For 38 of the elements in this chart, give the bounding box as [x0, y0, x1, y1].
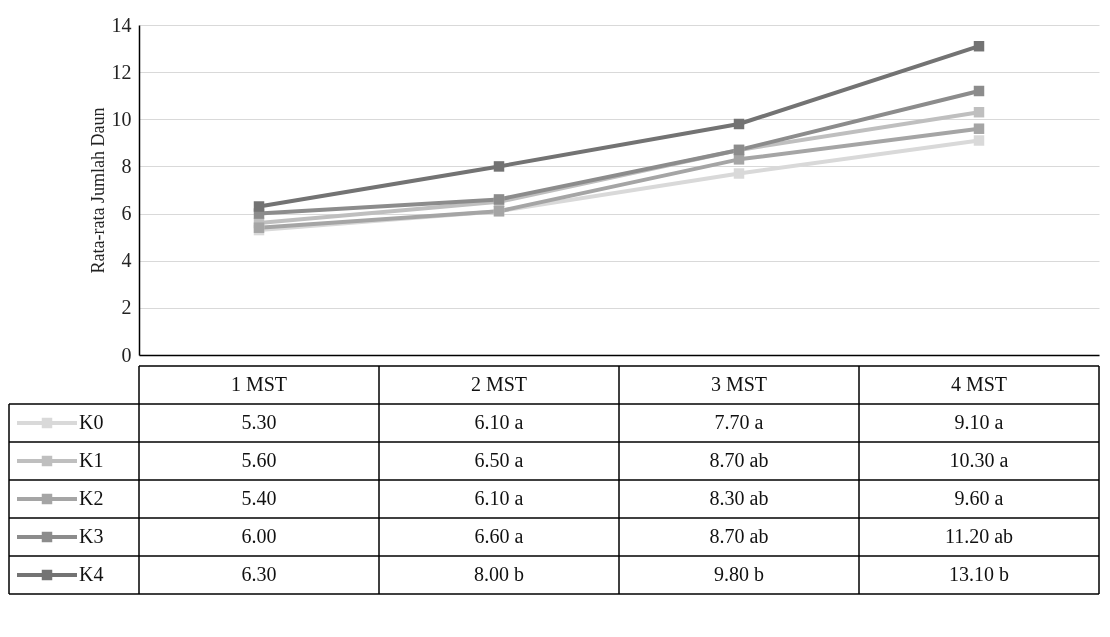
data-label: 7.70 a [714, 411, 764, 433]
data-label: 6.10 a [474, 411, 524, 433]
data-label: 5.40 [241, 487, 277, 509]
legend-label: K4 [79, 563, 104, 585]
y-axis-title: Rata-rata Jumlah Daun [87, 107, 108, 274]
legend-label: K2 [79, 487, 104, 509]
data-label: 6.60 a [474, 525, 524, 547]
data-label: 6.00 [241, 525, 277, 547]
data-label: 11.20 ab [944, 525, 1014, 547]
data-label: 9.60 a [954, 487, 1004, 509]
data-label: 5.60 [241, 449, 277, 471]
data-label: 9.10 a [954, 411, 1004, 433]
data-label: 8.70 ab [709, 525, 769, 547]
data-label: 8.70 ab [709, 449, 769, 471]
y-tick-label: 14 [111, 13, 132, 36]
y-tick-label: 8 [121, 154, 132, 177]
x-tick-label: 4 MST [950, 373, 1008, 395]
data-label: 6.50 a [474, 449, 524, 471]
legend-label: K3 [79, 525, 104, 547]
x-tick-label: 2 MST [470, 373, 528, 395]
y-tick-label: 0 [121, 343, 132, 366]
data-label: 8.00 b [474, 563, 524, 585]
data-label: 13.10 b [949, 563, 1009, 585]
data-label: 6.30 [241, 563, 277, 585]
legend-label: K1 [79, 449, 104, 471]
data-label: 6.10 a [474, 487, 524, 509]
x-tick-label: 3 MST [710, 373, 768, 395]
y-tick-label: 4 [121, 249, 132, 272]
y-tick-label: 2 [121, 296, 132, 319]
y-tick-label: 12 [111, 60, 132, 83]
y-tick-label: 10 [111, 107, 132, 130]
x-tick-label: 1 MST [230, 373, 288, 395]
data-label: 5.30 [241, 411, 277, 433]
data-label: 9.80 b [714, 563, 764, 585]
data-label: 8.30 ab [709, 487, 769, 509]
legend-label: K0 [79, 411, 104, 433]
data-label: 10.30 a [949, 449, 1009, 471]
y-tick-label: 6 [121, 202, 132, 225]
